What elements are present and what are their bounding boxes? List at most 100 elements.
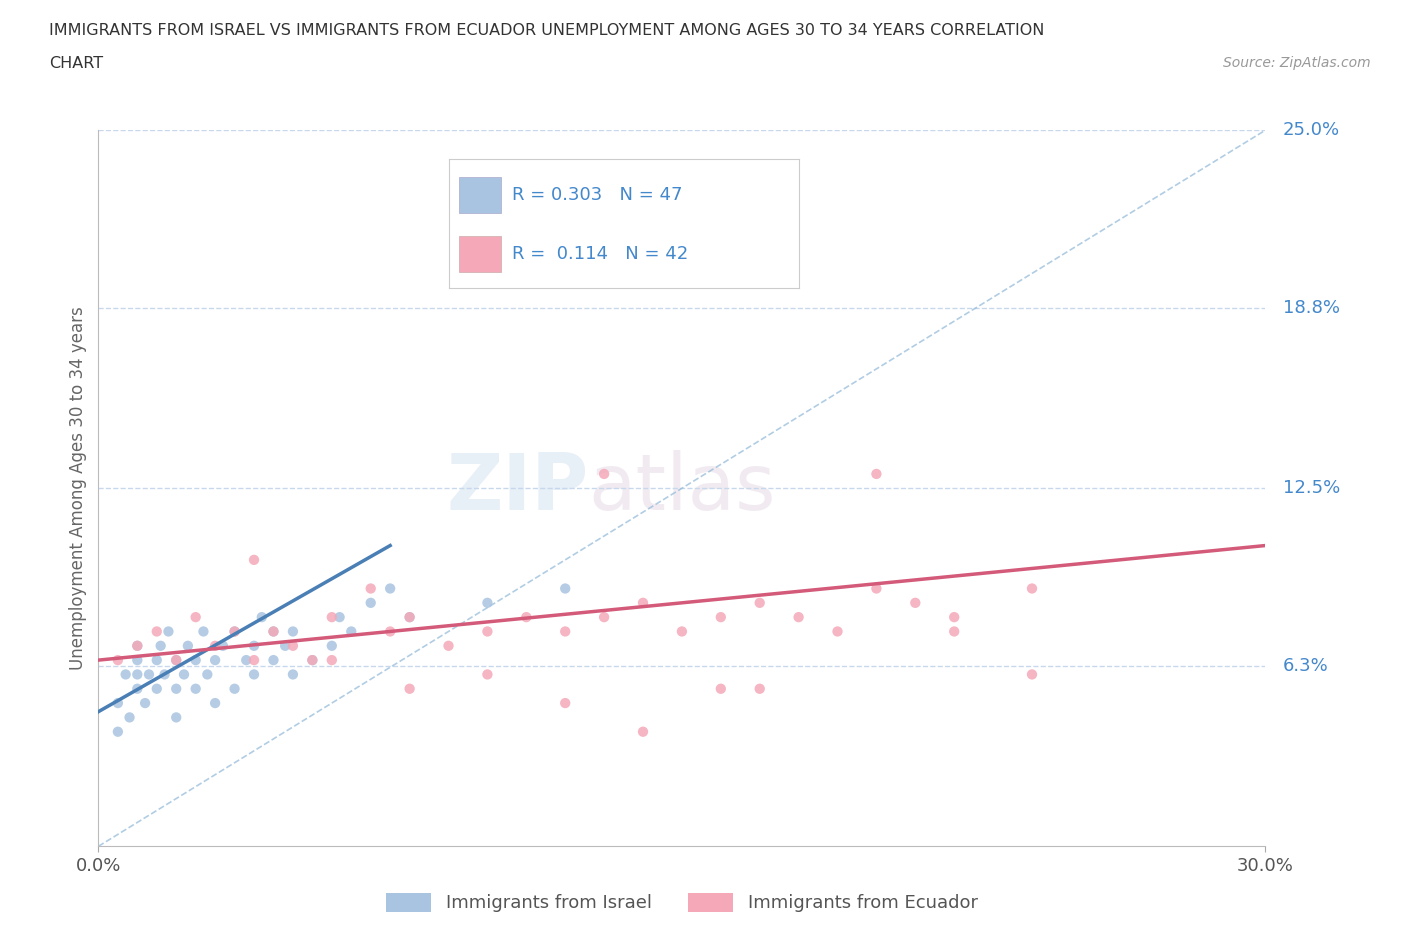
Text: 18.8%: 18.8% (1282, 299, 1340, 317)
Point (127, 682, 149, 697)
Point (477, 595, 499, 610)
Point (165, 653, 187, 668)
Text: ZIP: ZIP (446, 450, 589, 526)
Point (360, 581, 382, 596)
Point (281, 624, 304, 639)
Point (1021, 667, 1043, 682)
Point (243, 653, 266, 668)
Point (321, 653, 343, 668)
Point (710, 682, 733, 697)
Text: atlas: atlas (589, 450, 776, 526)
Point (262, 624, 284, 639)
Point (398, 682, 420, 697)
Point (262, 653, 284, 668)
Point (398, 610, 420, 625)
Point (107, 724, 129, 739)
Point (204, 653, 226, 668)
Point (631, 595, 654, 610)
Point (146, 624, 169, 639)
Point (138, 667, 160, 682)
Point (378, 624, 402, 639)
Point (865, 581, 887, 596)
Point (224, 624, 246, 639)
Point (593, 610, 616, 625)
Point (165, 710, 187, 724)
Point (157, 624, 180, 639)
Point (787, 610, 810, 625)
Point (1021, 581, 1043, 596)
Point (127, 638, 149, 653)
Point (301, 653, 323, 668)
Point (195, 667, 218, 682)
Point (177, 638, 200, 653)
Point (329, 610, 352, 625)
Point (146, 653, 169, 668)
Point (477, 667, 499, 682)
Point (153, 667, 176, 682)
Text: Source: ZipAtlas.com: Source: ZipAtlas.com (1223, 56, 1371, 70)
Point (321, 638, 343, 653)
Point (340, 624, 363, 639)
Point (250, 610, 273, 625)
Y-axis label: Unemployment Among Ages 30 to 34 years: Unemployment Among Ages 30 to 34 years (69, 306, 87, 671)
Point (262, 624, 284, 639)
Point (748, 682, 770, 697)
Point (243, 552, 266, 567)
Point (193, 624, 215, 639)
Point (107, 653, 129, 668)
Text: IMMIGRANTS FROM ISRAEL VS IMMIGRANTS FROM ECUADOR UNEMPLOYMENT AMONG AGES 30 TO : IMMIGRANTS FROM ISRAEL VS IMMIGRANTS FRO… (49, 23, 1045, 38)
Point (224, 682, 246, 697)
Point (127, 638, 149, 653)
Point (204, 696, 226, 711)
Point (107, 696, 129, 711)
Point (321, 610, 343, 625)
Legend: Immigrants from Israel, Immigrants from Ecuador: Immigrants from Israel, Immigrants from … (380, 886, 984, 920)
Point (554, 696, 576, 711)
Point (173, 667, 195, 682)
Point (184, 653, 207, 668)
Point (515, 610, 537, 625)
Point (118, 710, 141, 724)
Point (943, 624, 966, 639)
Point (243, 667, 266, 682)
Point (146, 682, 169, 697)
Point (281, 638, 304, 653)
Point (631, 724, 654, 739)
Point (134, 696, 156, 711)
Point (243, 638, 266, 653)
Point (477, 624, 499, 639)
Point (554, 624, 576, 639)
Point (224, 624, 246, 639)
Point (114, 667, 136, 682)
Point (274, 638, 297, 653)
Point (127, 653, 149, 668)
Point (827, 624, 849, 639)
Point (671, 624, 693, 639)
Point (235, 653, 257, 668)
Point (554, 581, 576, 596)
Point (748, 595, 770, 610)
Point (184, 610, 207, 625)
Point (437, 638, 460, 653)
Text: 12.5%: 12.5% (1282, 479, 1340, 498)
Text: CHART: CHART (49, 56, 103, 71)
Point (281, 667, 304, 682)
Point (904, 595, 927, 610)
Point (301, 653, 323, 668)
Point (398, 610, 420, 625)
Text: 25.0%: 25.0% (1282, 121, 1340, 140)
Point (360, 595, 382, 610)
Point (149, 638, 172, 653)
Point (943, 610, 966, 625)
Point (710, 610, 733, 625)
Point (204, 638, 226, 653)
Point (212, 638, 235, 653)
Point (865, 467, 887, 482)
Point (165, 682, 187, 697)
Point (378, 581, 402, 596)
Point (127, 667, 149, 682)
Point (593, 467, 616, 482)
Text: 6.3%: 6.3% (1282, 657, 1329, 675)
Point (184, 682, 207, 697)
Point (165, 653, 187, 668)
